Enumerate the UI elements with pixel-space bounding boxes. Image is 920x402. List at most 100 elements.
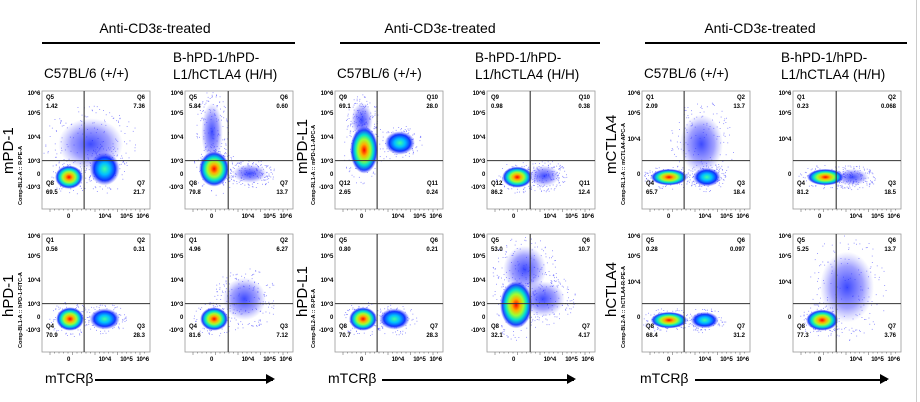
event-dot	[718, 171, 720, 173]
event-dot	[505, 251, 507, 252]
event-dot	[496, 313, 498, 315]
event-dot	[364, 96, 366, 98]
event-dot	[725, 172, 726, 174]
event-dot	[658, 327, 660, 329]
flow-plot: Q5 0.80 Q6 0.21 Q8 70.7 Q7 28.3 10^6 10^5 10^4 10^3…	[311, 233, 444, 363]
event-dot	[556, 184, 558, 186]
event-dot	[205, 102, 207, 104]
event-dot	[718, 164, 720, 165]
event-dot	[720, 186, 722, 188]
event-dot	[223, 105, 225, 107]
event-dot	[523, 166, 525, 168]
event-dot	[389, 158, 391, 160]
event-dot	[379, 156, 381, 157]
event-dot	[691, 324, 693, 326]
quadrant-name: Q5	[189, 95, 198, 101]
event-dot	[195, 310, 197, 312]
event-dot	[699, 188, 701, 190]
event-dot	[55, 164, 57, 166]
event-dot	[59, 118, 61, 120]
event-dot	[121, 321, 123, 323]
quadrant-name: Q9	[339, 95, 348, 101]
event-dot	[553, 166, 555, 168]
event-dot	[558, 182, 560, 183]
x-tick-label: 10^4	[849, 214, 863, 220]
event-dot	[531, 188, 532, 190]
event-dot	[202, 102, 204, 104]
plot-frame	[792, 233, 902, 353]
event-dot	[203, 106, 205, 108]
group-underline	[340, 42, 600, 44]
event-dot	[689, 181, 690, 183]
plot-frame	[41, 233, 151, 353]
event-dot	[562, 175, 564, 177]
quadrant-percentage: 2.09	[646, 104, 658, 110]
quadrant-ul: Q9 69.1	[339, 95, 351, 111]
event-dot	[357, 333, 359, 334]
population-density	[503, 245, 547, 293]
event-dot	[815, 304, 817, 306]
event-dot	[70, 188, 72, 190]
event-dot	[242, 161, 244, 162]
event-dot	[815, 185, 817, 187]
event-dot	[407, 128, 409, 130]
event-dot	[118, 121, 119, 123]
event-dot	[645, 173, 646, 175]
event-dot	[92, 110, 93, 112]
event-dot	[721, 169, 723, 170]
x-tick-label: 0	[818, 357, 822, 363]
quadrant-name: Q6	[581, 238, 590, 244]
event-dot	[123, 161, 124, 162]
quadrant-ur: Q2 13.7	[733, 95, 745, 111]
event-dot	[211, 94, 213, 96]
column-label-wildtype: C57BL/6 (+/+)	[44, 66, 129, 81]
group-underline	[645, 42, 907, 44]
event-dot	[382, 326, 384, 328]
event-dot	[119, 168, 121, 170]
event-dot	[723, 141, 725, 143]
quadrant-percentage: 4.96	[189, 247, 201, 253]
x-tick-label: 10^6	[279, 357, 292, 363]
event-dot	[126, 143, 128, 145]
event-dot	[677, 166, 678, 168]
event-dot	[537, 246, 538, 248]
event-dot	[558, 178, 560, 180]
event-dot	[345, 317, 347, 319]
x-tick-label: 10^6	[887, 214, 900, 220]
event-dot	[409, 128, 411, 130]
event-dot	[228, 181, 230, 182]
x-axis-label: mTCRβ	[640, 370, 689, 386]
event-dot	[256, 325, 258, 327]
y-tick-label: 10^5	[170, 254, 184, 261]
event-dot	[559, 318, 560, 320]
event-dot	[574, 293, 576, 295]
event-dot	[249, 268, 251, 270]
event-dot	[538, 319, 540, 321]
event-dot	[112, 304, 113, 306]
event-dot	[567, 313, 569, 315]
quadrant-ur: Q2 0.068	[881, 95, 896, 111]
event-dot	[869, 169, 871, 171]
event-dot	[837, 328, 839, 330]
event-dot	[86, 324, 88, 326]
event-dot	[237, 327, 239, 329]
event-dot	[685, 323, 687, 324]
y-tick-label: 10^6	[27, 234, 41, 241]
event-dot	[544, 162, 546, 164]
event-dot	[798, 175, 800, 177]
event-dot	[561, 285, 563, 287]
event-dot	[811, 168, 813, 170]
event-dot	[374, 114, 376, 116]
event-dot	[220, 332, 222, 334]
y-tick-label: 0	[481, 315, 485, 322]
event-dot	[497, 323, 499, 325]
event-dot	[816, 304, 818, 306]
event-dot	[859, 243, 861, 245]
event-dot	[691, 110, 692, 112]
event-dot	[207, 330, 208, 332]
quadrant-percentage: 18.4	[733, 190, 745, 196]
event-dot	[400, 331, 401, 332]
event-dot	[386, 132, 388, 134]
event-dot	[686, 315, 687, 317]
event-dot	[549, 274, 551, 276]
